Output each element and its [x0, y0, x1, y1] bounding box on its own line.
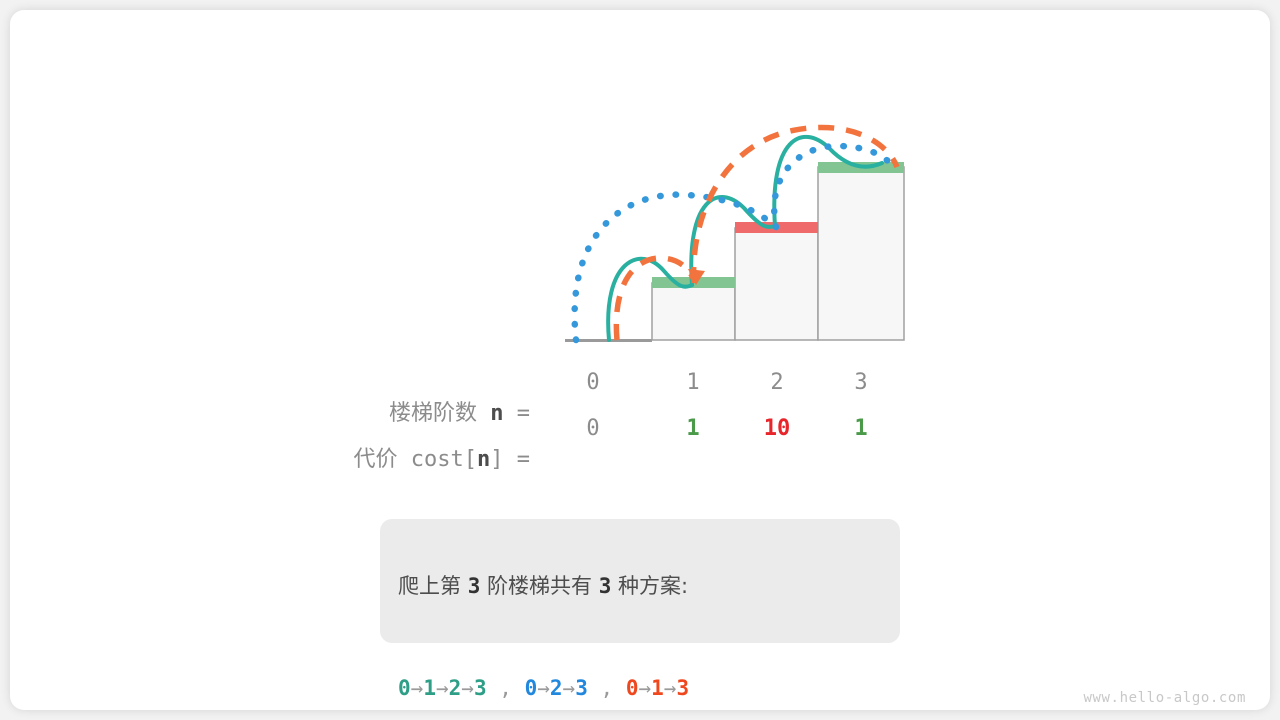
row-label-cost-post: ]	[490, 447, 504, 472]
explanation-line-2: 0→1→2→3 , 0→2→3 , 0→1→3	[398, 671, 898, 705]
path1-node-0: 0	[398, 676, 411, 700]
line1-part-a: 爬上第	[398, 574, 468, 598]
path3-node-0: 0	[625, 676, 639, 700]
row-label-stairs-eq: =	[516, 401, 530, 426]
path1-arrow-2: →	[435, 676, 449, 700]
row-label-cost: 代价 cost[n] =	[260, 416, 531, 498]
path-0-1-2-3-teal	[606, 135, 884, 342]
stairs-value-0: 0	[586, 370, 600, 395]
stairs-value-3: 3	[854, 370, 868, 395]
line1-part-b: 阶楼梯共有	[480, 574, 599, 598]
path-0-2-3-blue	[571, 142, 894, 344]
sep-1: ,	[499, 676, 512, 700]
path1-node-1: 1	[423, 676, 436, 700]
explanation-box	[380, 519, 900, 643]
path1-arrow-3: →	[461, 676, 474, 700]
row-label-stairs: 楼梯阶数 n =	[260, 370, 530, 452]
path2-arrow-2: →	[562, 676, 576, 700]
explanation-line-1: 爬上第 3 阶楼梯共有 3 种方案:	[398, 569, 898, 603]
line1-count: 3	[598, 574, 612, 598]
row-label-stairs-var: n	[490, 401, 504, 426]
path3-node-2: 3	[676, 676, 690, 700]
blue-arc-2-3	[771, 142, 894, 231]
orange-arc-0-1	[613, 255, 697, 341]
path3-node-1: 1	[651, 676, 664, 700]
watermark: www.hello-algo.com	[1083, 690, 1246, 706]
path3-arrow-2: →	[663, 676, 677, 700]
cost-value-2: 10	[763, 416, 791, 441]
line1-n: 3	[467, 574, 481, 598]
path1-node-3: 3	[473, 676, 487, 700]
path-0-1-3-orange	[613, 124, 900, 341]
stairs-value-2: 2	[770, 370, 784, 395]
line1-part-d: 种方案:	[611, 574, 689, 598]
path3-arrow-1: →	[638, 676, 652, 700]
teal-arc-1-2	[689, 195, 777, 287]
teal-arc-2-3	[772, 135, 884, 228]
step-2-block	[734, 227, 819, 341]
explanation-text: 爬上第 3 阶楼梯共有 3 种方案: 0→1→2→3 , 0→2→3 , 0→1…	[398, 535, 898, 720]
path2-node-0: 0	[524, 676, 538, 700]
path2-node-1: 2	[549, 676, 563, 700]
step-1-block	[651, 282, 736, 341]
orange-arrowhead	[688, 269, 705, 285]
cost-value-3: 1	[854, 416, 868, 441]
row-label-cost-pre: cost[	[410, 447, 477, 472]
path2-node-2: 3	[575, 676, 588, 700]
stairs-value-1: 1	[686, 370, 700, 395]
cost-value-0: 0	[586, 416, 600, 441]
orange-arc-1-3	[690, 124, 900, 284]
row-label-cost-cjk: 代价	[353, 447, 398, 472]
cost-value-1: 1	[686, 416, 700, 441]
sep-2: ,	[600, 676, 614, 700]
step-3-block	[817, 166, 905, 341]
path1-node-2: 2	[448, 676, 462, 700]
row-label-stairs-cjk: 楼梯阶数	[388, 401, 477, 426]
teal-arc-0-1	[606, 256, 694, 342]
path1-arrow-1: →	[410, 676, 424, 700]
path2-arrow-1: →	[537, 676, 550, 700]
row-label-cost-var: n	[477, 447, 491, 472]
blue-arc-0-2	[571, 191, 780, 344]
row-label-cost-eq: =	[516, 447, 530, 472]
